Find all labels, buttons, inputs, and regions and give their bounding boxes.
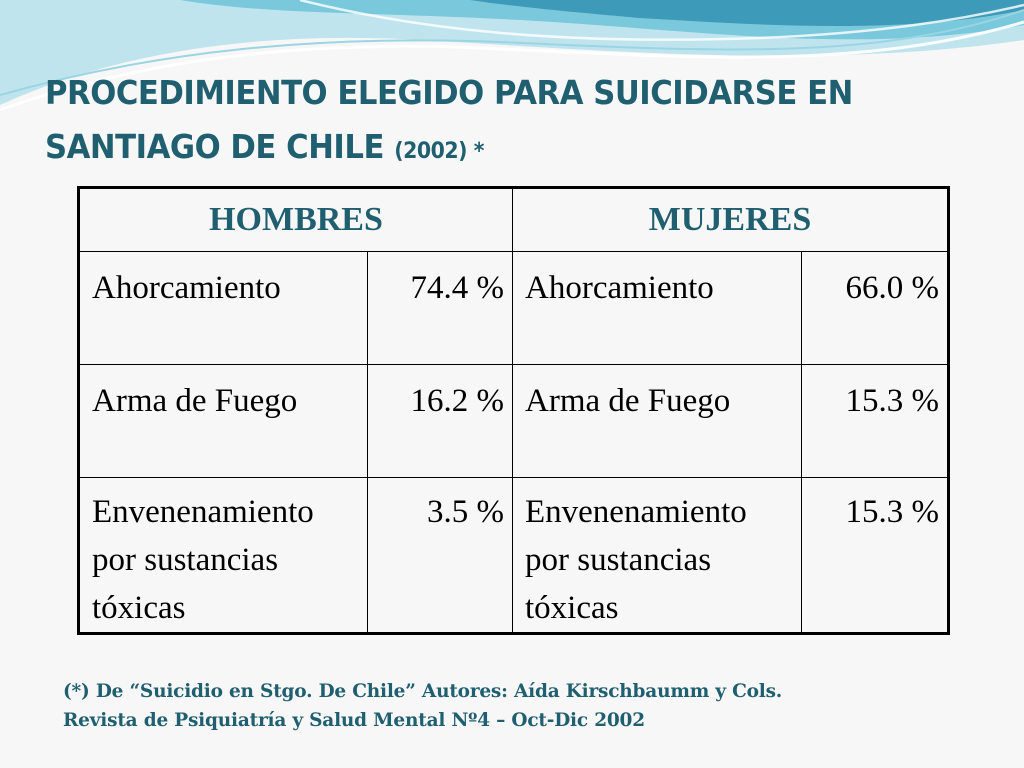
slide-title-line2: SANTIAGO DE CHILE (2002) *	[45, 120, 929, 179]
footnote-line2: Revista de Psiquiatría y Salud Mental Nº…	[63, 710, 645, 731]
women-method-cell: Ahorcamiento	[512, 251, 802, 365]
slide-title-line2-main: SANTIAGO DE CHILE	[45, 127, 384, 166]
slide-title-year: (2002) *	[394, 139, 484, 164]
header-men: HOMBRES	[78, 187, 513, 252]
table-row: Ahorcamiento 74.4 % Ahorcamiento 66.0 %	[78, 251, 949, 365]
decorative-wave-banner	[0, 0, 1024, 112]
women-method-cell: Envenenamiento por sustancias tóxicas	[512, 477, 802, 634]
men-method-cell: Envenenamiento por sustancias tóxicas	[78, 477, 368, 634]
women-percent-cell: 15.3 %	[801, 477, 949, 634]
women-method-cell: Arma de Fuego	[512, 364, 802, 478]
table-row: Arma de Fuego 16.2 % Arma de Fuego 15.3 …	[78, 364, 949, 478]
slide-title: PROCEDIMIENTO ELEGIDO PARA SUICIDARSE EN…	[45, 66, 929, 179]
men-percent-cell: 74.4 %	[367, 251, 513, 365]
men-method-cell: Ahorcamiento	[78, 251, 368, 365]
slide-title-line1: PROCEDIMIENTO ELEGIDO PARA SUICIDARSE EN	[45, 73, 853, 112]
women-percent-cell: 66.0 %	[801, 251, 949, 365]
table-header-row: HOMBRES MUJERES	[78, 187, 949, 252]
source-footnote: (*) De “Suicidio en Stgo. De Chile” Auto…	[63, 677, 983, 735]
women-percent-cell: 15.3 %	[801, 364, 949, 478]
men-percent-cell: 16.2 %	[367, 364, 513, 478]
men-method-cell: Arma de Fuego	[78, 364, 368, 478]
header-women: MUJERES	[512, 187, 949, 252]
suicide-method-table: HOMBRES MUJERES Ahorcamiento 74.4 % Ahor…	[77, 186, 950, 635]
men-percent-cell: 3.5 %	[367, 477, 513, 634]
footnote-line1: (*) De “Suicidio en Stgo. De Chile” Auto…	[63, 681, 783, 702]
table-row: Envenenamiento por sustancias tóxicas 3.…	[78, 477, 949, 634]
